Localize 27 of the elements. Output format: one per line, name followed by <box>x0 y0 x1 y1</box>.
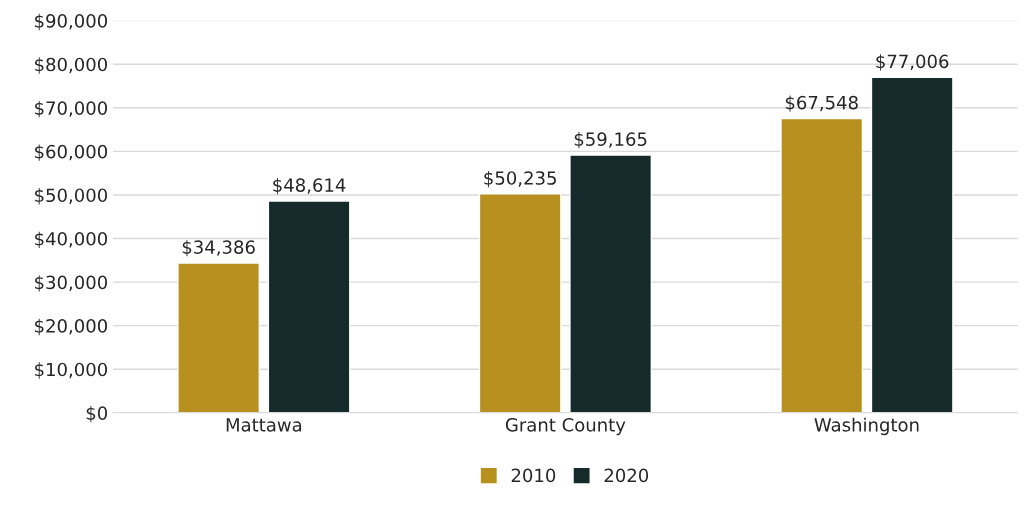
x-tick-label: Washington <box>814 417 919 436</box>
y-tick-label: $10,000 <box>35 362 108 379</box>
data-label: $77,006 <box>876 54 949 71</box>
y-tick-label: $0 <box>86 405 108 423</box>
x-tick-label: Grant County <box>505 417 626 436</box>
y-tick-label: $60,000 <box>35 144 108 161</box>
bar <box>780 117 864 413</box>
y-tick-label: $80,000 <box>35 57 108 74</box>
y-tick-label: $50,000 <box>35 188 108 205</box>
y-tick-label: $20,000 <box>35 318 108 336</box>
y-tick-label: $90,000 <box>35 13 108 31</box>
bar <box>569 154 653 413</box>
bar <box>267 200 351 413</box>
legend-label: 2010 <box>511 468 556 483</box>
bar <box>177 262 261 413</box>
data-label: $48,614 <box>273 177 346 195</box>
y-tick-label: $40,000 <box>35 231 108 249</box>
data-label: $50,235 <box>484 170 556 188</box>
data-label: $59,165 <box>574 131 647 149</box>
bar <box>478 193 562 413</box>
y-tick-label: $30,000 <box>35 275 108 292</box>
x-tick-label: Mattawa <box>226 418 302 432</box>
y-tick-label: $70,000 <box>35 100 108 118</box>
legend-label: 2020 <box>604 468 649 483</box>
bar <box>870 76 954 413</box>
data-label: $34,386 <box>182 239 255 257</box>
data-label: $67,548 <box>785 95 858 112</box>
